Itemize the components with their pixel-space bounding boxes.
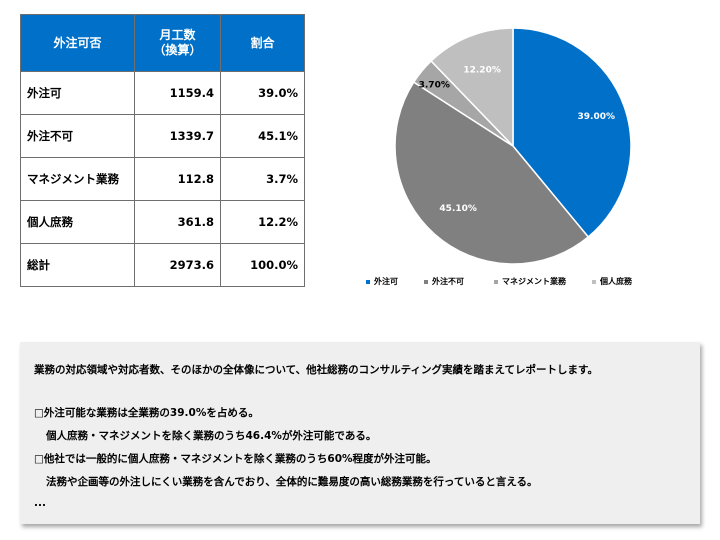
legend-label: マネジメント業務 xyxy=(502,277,566,286)
row-name: 外注不可 xyxy=(20,114,135,158)
row-name: マネジメント業務 xyxy=(20,157,135,201)
row-name: 個人庶務 xyxy=(20,200,135,244)
pie-slice xyxy=(512,27,632,238)
row-ratio: 3.7% xyxy=(220,157,305,201)
header-ratio: 割合 xyxy=(220,14,305,72)
legend-label: 個人庶務 xyxy=(600,277,632,286)
table-header-row: 外注可否 月工数 （換算） 割合 xyxy=(20,14,305,72)
legend-swatch xyxy=(424,279,428,284)
table-row-total: 総計 2973.6 100.0% xyxy=(20,243,305,287)
pie-slice xyxy=(430,27,514,148)
row-ratio: 100.0% xyxy=(220,243,305,287)
row-hours: 112.8 xyxy=(134,157,221,201)
pie-data-label: 12.20% xyxy=(463,65,501,75)
notes-point-2-detail: 法務や企画等の外注しにくい業務を含んでおり、全体的に難易度の高い総務業務を行って… xyxy=(46,476,538,488)
row-hours: 1339.7 xyxy=(134,114,221,158)
legend-item: マネジメント業務 xyxy=(494,276,566,287)
pie-data-label: 3.70% xyxy=(419,81,450,91)
table-row: 外注不可 1339.7 45.1% xyxy=(20,114,305,158)
legend-item: 外注不可 xyxy=(424,276,464,287)
table-row: マネジメント業務 112.8 3.7% xyxy=(20,157,305,201)
legend-swatch xyxy=(494,279,498,284)
notes-intro: 業務の対応領域や対応者数、そのほかの全体像について、他社総務のコンサルティング実… xyxy=(34,364,598,376)
row-ratio: 12.2% xyxy=(220,200,305,244)
notes-ellipsis: ... xyxy=(34,497,46,509)
analysis-notes: 業務の対応領域や対応者数、そのほかの全体像について、他社総務のコンサルティング実… xyxy=(20,342,700,524)
pie-data-label: 39.00% xyxy=(578,112,616,122)
legend-item: 個人庶務 xyxy=(592,276,632,287)
legend-swatch xyxy=(366,279,370,284)
header-monthly-hours: 月工数 （換算） xyxy=(134,14,221,72)
summary-table: 外注可否 月工数 （換算） 割合 外注可 1159.4 39.0% 外注不可 13… xyxy=(20,14,305,287)
row-ratio: 45.1% xyxy=(220,114,305,158)
legend-swatch xyxy=(592,279,596,284)
chart-legend: 外注可 外注不可 マネジメント業務 個人庶務 xyxy=(366,276,658,287)
notes-point-1: □外注可能な業務は全業務の39.0%を占める。 xyxy=(34,407,259,419)
header-outsourcing: 外注可否 xyxy=(20,14,135,72)
row-ratio: 39.0% xyxy=(220,71,305,115)
row-hours: 361.8 xyxy=(134,200,221,244)
notes-point-1-detail: 個人庶務・マネジメントを除く業務のうち46.4%が外注可能である。 xyxy=(46,430,377,442)
row-hours: 1159.4 xyxy=(134,71,221,115)
row-name: 外注可 xyxy=(20,71,135,115)
table-row: 外注可 1159.4 39.0% xyxy=(20,71,305,115)
header-monthly-hours-text: 月工数 （換算） xyxy=(153,28,202,57)
notes-point-2: □他社では一般的に個人庶務・マネジメントを除く業務のうち60%程度が外注可能。 xyxy=(34,453,437,465)
legend-item: 外注可 xyxy=(366,276,398,287)
pie-slice xyxy=(394,81,590,265)
table-row: 個人庶務 361.8 12.2% xyxy=(20,200,305,244)
legend-label: 外注可 xyxy=(374,277,398,286)
legend-label: 外注不可 xyxy=(432,277,464,286)
row-hours: 2973.6 xyxy=(134,243,221,287)
pie-chart: 39.00% 45.10% 3.70% 12.20% xyxy=(394,27,632,265)
pie-data-label: 45.10% xyxy=(439,204,477,214)
row-name: 総計 xyxy=(20,243,135,287)
